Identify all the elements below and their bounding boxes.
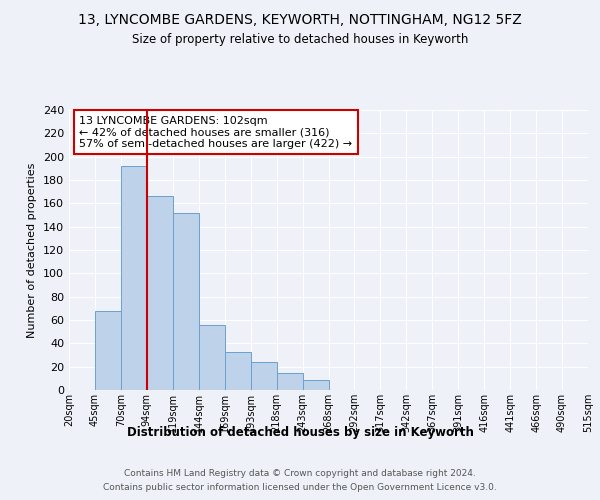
Y-axis label: Number of detached properties: Number of detached properties <box>28 162 37 338</box>
Bar <box>121 166 147 390</box>
Text: 13, LYNCOMBE GARDENS, KEYWORTH, NOTTINGHAM, NG12 5FZ: 13, LYNCOMBE GARDENS, KEYWORTH, NOTTINGH… <box>78 12 522 26</box>
Text: Size of property relative to detached houses in Keyworth: Size of property relative to detached ho… <box>132 32 468 46</box>
Text: Contains HM Land Registry data © Crown copyright and database right 2024.: Contains HM Land Registry data © Crown c… <box>124 469 476 478</box>
Bar <box>173 212 199 390</box>
Text: Distribution of detached houses by size in Keyworth: Distribution of detached houses by size … <box>127 426 473 439</box>
Bar <box>251 362 277 390</box>
Bar <box>95 310 121 390</box>
Text: Contains public sector information licensed under the Open Government Licence v3: Contains public sector information licen… <box>103 484 497 492</box>
Bar <box>147 196 173 390</box>
Bar <box>302 380 329 390</box>
Bar <box>225 352 251 390</box>
Bar <box>277 372 302 390</box>
Bar <box>199 324 224 390</box>
Text: 13 LYNCOMBE GARDENS: 102sqm
← 42% of detached houses are smaller (316)
57% of se: 13 LYNCOMBE GARDENS: 102sqm ← 42% of det… <box>79 116 353 149</box>
